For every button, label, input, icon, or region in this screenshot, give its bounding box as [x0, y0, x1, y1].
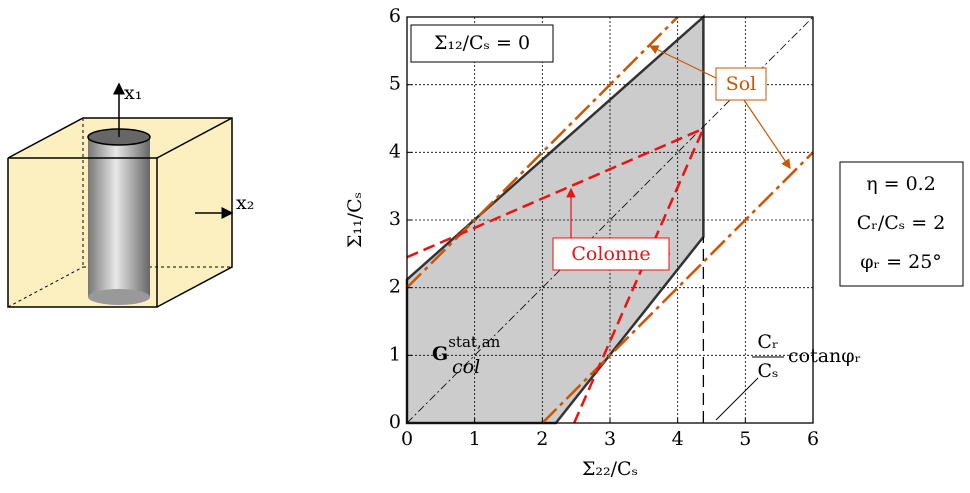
x-tick-label: 6 — [807, 428, 819, 450]
y-tick-label: 6 — [389, 5, 401, 27]
y-tick-label: 0 — [389, 411, 401, 433]
plot-frame — [406, 16, 814, 424]
y-tick-label: 2 — [389, 276, 401, 298]
x-tick-label: 1 — [469, 428, 481, 450]
y-tick-label: 5 — [389, 73, 401, 95]
condition-box — [410, 24, 554, 63]
y-axis-label: Σ₁₁/Cₛ — [344, 192, 366, 248]
y-tick-label: 3 — [389, 208, 401, 230]
soil-block — [7, 82, 234, 308]
slope-den: Cₛ — [758, 360, 779, 382]
region-label: Gstat,an — [432, 333, 501, 365]
region-symbol: G — [432, 343, 448, 365]
x-tick-label: 0 — [401, 428, 413, 450]
slope-pointer — [715, 377, 759, 421]
condition: Σ₁₂/Cₛ = 0 — [434, 32, 530, 54]
slope-text: cotanφᵣ — [788, 345, 861, 367]
line — [406, 16, 679, 289]
sol-label: Sol — [726, 73, 757, 95]
x-tick-label: 3 — [604, 428, 616, 450]
parameter: Cᵣ/Cₛ = 2 — [857, 212, 946, 234]
x-axis-label: Σ₂₂/Cₛ — [582, 458, 638, 480]
colonne-label: Colonne — [571, 243, 650, 265]
parameter: η = 0.2 — [866, 173, 936, 195]
region-sub: col — [452, 356, 480, 378]
parameter-box — [839, 161, 964, 287]
sol-arrow — [648, 45, 717, 79]
x-tick-label: 5 — [739, 428, 751, 450]
sol-box — [715, 67, 767, 101]
y-tick-label: 4 — [389, 140, 401, 162]
line — [541, 151, 814, 424]
parameter: φᵣ = 25° — [860, 251, 942, 273]
axis-2-label: x₂ — [236, 192, 254, 214]
axis-1-label: x₁ — [124, 82, 142, 104]
colonne-box — [552, 237, 670, 271]
sol-arrow — [743, 99, 791, 169]
x-tick-label: 4 — [672, 428, 684, 450]
plot: 0 1 2 3 4 5 6 0 1 2 3 4 5 6 — [389, 5, 819, 450]
region-sup: stat,an — [448, 333, 500, 351]
y-tick-label: 1 — [389, 343, 401, 365]
x-tick-label: 2 — [536, 428, 548, 450]
slope-num: Cᵣ — [757, 331, 778, 353]
